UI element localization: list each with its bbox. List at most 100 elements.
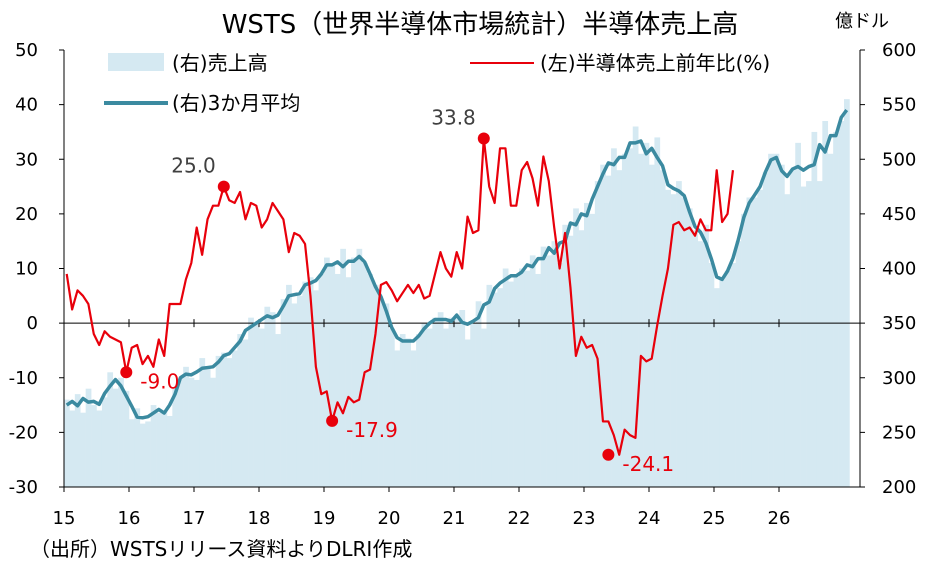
three-month-average-path (65, 109, 849, 420)
sales-bar (627, 148, 634, 487)
x-tick-label: 16 (118, 508, 141, 529)
sales-bar (107, 372, 114, 487)
sales-bar (443, 328, 449, 487)
legend-label-sales: (右)売上高 (172, 51, 268, 75)
sales-bar (156, 412, 162, 487)
sales-bar (275, 334, 281, 487)
x-tick-label: 22 (508, 508, 531, 529)
chart-title: WSTS（世界半導体市場統計）半導体売上高 (222, 10, 739, 40)
sales-bar (789, 170, 796, 487)
sales-bar (589, 213, 596, 488)
left-tick-label: 40 (15, 95, 38, 116)
x-tick-label: 19 (313, 508, 336, 529)
sales-bar (383, 303, 390, 487)
x-tick-label: 23 (573, 508, 596, 529)
sales-bar (242, 339, 249, 487)
sales-bar (410, 350, 417, 487)
sales-bars (64, 99, 850, 488)
sales-bar (481, 328, 487, 487)
sales-bar (280, 299, 287, 487)
right-axis-unit: 億ドル (835, 11, 889, 32)
sales-bar (649, 164, 655, 487)
sales-bar (757, 189, 764, 487)
sales-bar (69, 410, 76, 487)
sales-bar (345, 277, 352, 487)
sales-bar (372, 284, 379, 487)
sales-bar (448, 317, 455, 487)
right-tick-label: 400 (882, 259, 916, 280)
sales-bar (686, 208, 693, 487)
sales-bar (340, 248, 346, 487)
sales-bar (215, 355, 222, 487)
right-tick-label: 200 (882, 477, 916, 498)
sales-bar (659, 170, 666, 487)
left-tick-label: -20 (9, 422, 38, 443)
sales-bar (746, 197, 753, 488)
x-tick-label: 21 (443, 508, 466, 529)
sales-bar (226, 358, 233, 487)
sales-bar (719, 279, 726, 487)
sales-bar (816, 181, 823, 487)
sales-bar (329, 263, 336, 487)
sales-bar (307, 277, 314, 487)
sales-bar (248, 317, 254, 487)
sales-bar (795, 142, 801, 488)
sales-bar (768, 153, 774, 488)
annotation-label: -24.1 (622, 452, 674, 476)
sales-bar (334, 273, 341, 487)
yoy-line (65, 137, 735, 456)
sales-bar (356, 248, 363, 487)
sales-bar (714, 288, 720, 487)
sales-bar (139, 423, 146, 487)
sales-bar (85, 388, 92, 487)
sales-bar (611, 148, 617, 487)
left-tick-label: -10 (9, 368, 38, 389)
sales-bar (665, 189, 671, 487)
sales-bar (578, 230, 585, 487)
sales-bar (405, 338, 411, 487)
sales-bar (654, 137, 661, 487)
sales-bar (605, 175, 612, 487)
sales-bar (497, 288, 504, 487)
legend-swatch-sales-bar (108, 53, 164, 71)
right-tick-label: 500 (882, 149, 916, 170)
sales-bar (389, 328, 395, 487)
sales-bar (367, 273, 374, 487)
sales-bar (188, 377, 195, 487)
left-tick-label: -30 (9, 477, 38, 498)
three-month-average-line (65, 109, 849, 420)
sales-bar (827, 153, 834, 488)
sales-bar (194, 379, 200, 487)
sales-bar (204, 366, 211, 487)
sales-bar (296, 295, 303, 487)
sales-bar (313, 290, 319, 487)
sales-bar (318, 273, 325, 487)
sales-bar (773, 153, 780, 488)
sales-bar (735, 241, 742, 487)
sales-bar (454, 317, 460, 487)
sales-bar (123, 390, 130, 487)
sales-bar (621, 153, 628, 488)
sales-bar (112, 388, 119, 487)
sales-bar (697, 241, 704, 487)
sales-bar (486, 284, 493, 487)
sales-bar (741, 213, 747, 488)
sales-bar (210, 377, 216, 487)
sales-bar (145, 421, 151, 487)
x-tick-label: 18 (248, 508, 271, 529)
sales-bar (199, 358, 206, 487)
x-tick-label: 24 (638, 508, 661, 529)
sales-bar (681, 197, 688, 488)
sales-bar (708, 263, 715, 487)
sales-bar (800, 186, 807, 487)
sales-bar (74, 394, 81, 487)
sales-bar (80, 412, 86, 487)
legend: (右)売上高 (右)3か月平均 (左)半導体売上前年比(%) (104, 51, 770, 115)
sales-bar (161, 410, 168, 487)
left-tick-label: 10 (15, 259, 38, 280)
annotation-label: 25.0 (171, 154, 216, 178)
x-tick-label: 20 (378, 508, 401, 529)
sales-bar (324, 257, 330, 487)
sales-bar (172, 388, 179, 487)
